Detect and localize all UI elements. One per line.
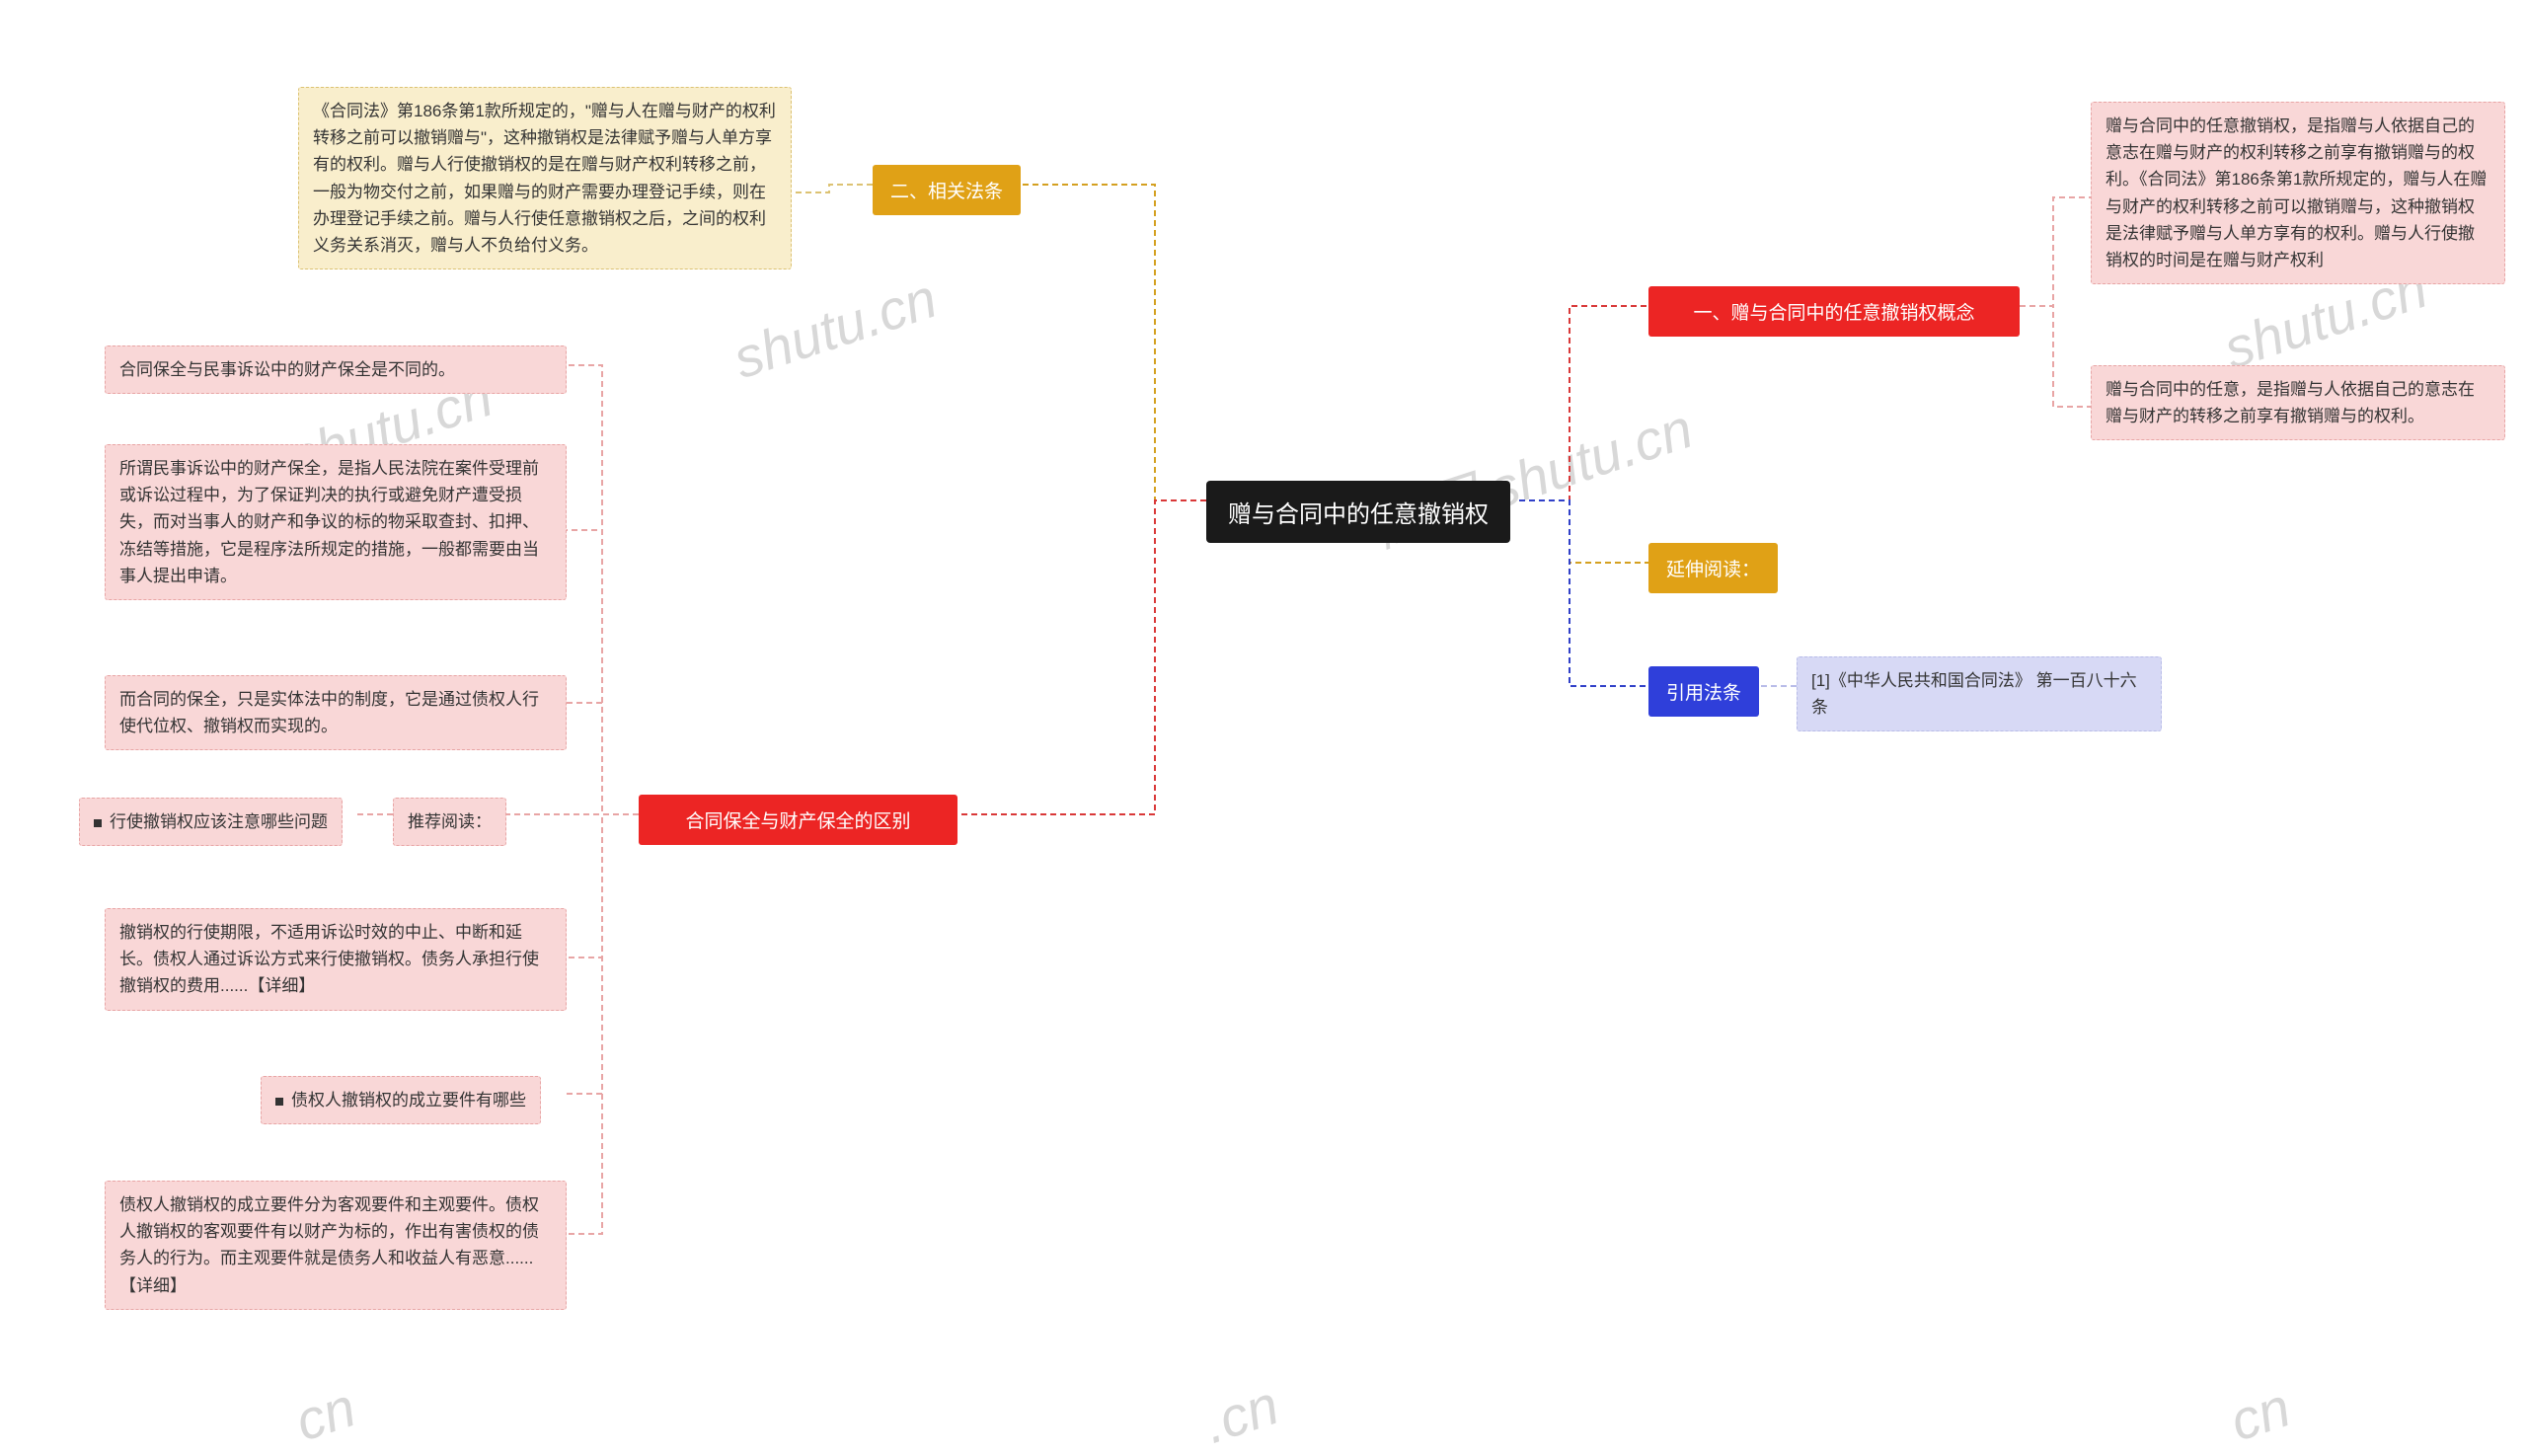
left-leaf-2-1[interactable]: 合同保全与民事诉讼中的财产保全是不同的。 bbox=[105, 345, 567, 394]
left-leaf-2-6-text: 债权人撤销权的成立要件有哪些 bbox=[291, 1091, 526, 1110]
right-leaf-3-text: [1]《中华人民共和国合同法》 第一百八十六条 bbox=[1811, 671, 2137, 717]
left-leaf-2-4b-text: 推荐阅读： bbox=[408, 812, 492, 831]
right-leaf-1-1[interactable]: 赠与合同中的任意撤销权，是指赠与人依据自己的意志在赠与财产的权利转移之前享有撤销… bbox=[2091, 102, 2505, 284]
right-leaf-3[interactable]: [1]《中华人民共和国合同法》 第一百八十六条 bbox=[1797, 656, 2162, 731]
left-leaf-2-5-text: 撤销权的行使期限，不适用诉讼时效的中止、中断和延长。债权人通过诉讼方式来行使撤销… bbox=[119, 923, 539, 995]
watermark: cn bbox=[2222, 1374, 2297, 1453]
right-node-2[interactable]: 延伸阅读： bbox=[1648, 543, 1778, 593]
left-leaf-2-4b[interactable]: 推荐阅读： bbox=[393, 798, 506, 846]
right-leaf-1-1-text: 赠与合同中的任意撤销权，是指赠与人依据自己的意志在赠与财产的权利转移之前享有撤销… bbox=[2106, 116, 2487, 269]
right-leaf-1-2[interactable]: 赠与合同中的任意，是指赠与人依据自己的意志在赠与财产的转移之前享有撤销赠与的权利… bbox=[2091, 365, 2505, 440]
left-leaf-2-3-text: 而合同的保全，只是实体法中的制度，它是通过债权人行使代位权、撤销权而实现的。 bbox=[119, 690, 539, 735]
left-leaf-2-5[interactable]: 撤销权的行使期限，不适用诉讼时效的中止、中断和延长。债权人通过诉讼方式来行使撤销… bbox=[105, 908, 567, 1011]
left-leaf-2-6[interactable]: 债权人撤销权的成立要件有哪些 bbox=[261, 1076, 541, 1124]
left-leaf-1[interactable]: 《合同法》第186条第1款所规定的，"赠与人在赠与财产的权利转移之前可以撤销赠与… bbox=[298, 87, 792, 269]
right-node-1[interactable]: 一、赠与合同中的任意撤销权概念 bbox=[1648, 286, 2020, 337]
left-leaf-2-4a[interactable]: 行使撤销权应该注意哪些问题 bbox=[79, 798, 343, 846]
right-leaf-1-2-text: 赠与合同中的任意，是指赠与人依据自己的意志在赠与财产的转移之前享有撤销赠与的权利… bbox=[2106, 380, 2475, 425]
left-node-2[interactable]: 合同保全与财产保全的区别 bbox=[639, 795, 957, 845]
right-node-1-label: 一、赠与合同中的任意撤销权概念 bbox=[1693, 303, 1974, 324]
left-leaf-2-3[interactable]: 而合同的保全，只是实体法中的制度，它是通过债权人行使代位权、撤销权而实现的。 bbox=[105, 675, 567, 750]
left-leaf-2-7[interactable]: 债权人撤销权的成立要件分为客观要件和主观要件。债权人撤销权的客观要件有以财产为标… bbox=[105, 1181, 567, 1310]
left-leaf-1-text: 《合同法》第186条第1款所规定的，"赠与人在赠与财产的权利转移之前可以撤销赠与… bbox=[313, 102, 776, 255]
bullet-icon bbox=[275, 1098, 283, 1106]
bullet-icon bbox=[94, 819, 102, 827]
watermark: shutu.cn bbox=[726, 266, 944, 391]
watermark: .cn bbox=[1196, 1372, 1286, 1456]
right-node-2-label: 延伸阅读： bbox=[1666, 560, 1760, 580]
right-node-3[interactable]: 引用法条 bbox=[1648, 666, 1759, 717]
left-leaf-2-4a-text: 行使撤销权应该注意哪些问题 bbox=[110, 812, 328, 831]
left-node-1[interactable]: 二、相关法条 bbox=[873, 165, 1021, 215]
left-node-1-label: 二、相关法条 bbox=[890, 182, 1003, 202]
right-node-3-label: 引用法条 bbox=[1666, 683, 1741, 704]
left-leaf-2-2-text: 所谓民事诉讼中的财产保全，是指人民法院在案件受理前或诉讼过程中，为了保证判决的执… bbox=[119, 459, 539, 585]
center-node[interactable]: 赠与合同中的任意撤销权 bbox=[1206, 481, 1510, 543]
left-leaf-2-7-text: 债权人撤销权的成立要件分为客观要件和主观要件。债权人撤销权的客观要件有以财产为标… bbox=[119, 1195, 539, 1295]
center-label: 赠与合同中的任意撤销权 bbox=[1228, 501, 1489, 528]
left-leaf-2-2[interactable]: 所谓民事诉讼中的财产保全，是指人民法院在案件受理前或诉讼过程中，为了保证判决的执… bbox=[105, 444, 567, 600]
left-node-2-label: 合同保全与财产保全的区别 bbox=[685, 811, 910, 832]
left-leaf-2-1-text: 合同保全与民事诉讼中的财产保全是不同的。 bbox=[119, 360, 455, 379]
watermark: cn bbox=[287, 1374, 362, 1453]
